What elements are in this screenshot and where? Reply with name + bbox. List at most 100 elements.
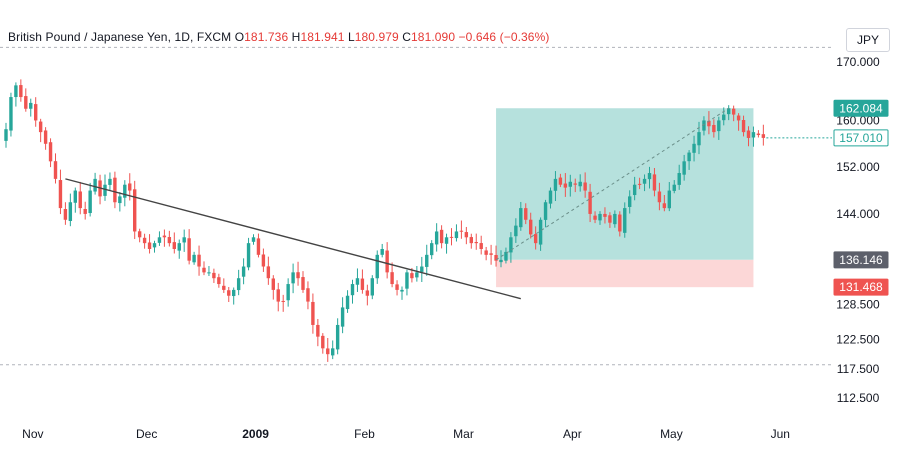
candle-body [34,104,38,121]
candle [459,220,464,239]
trendline[interactable] [65,178,521,300]
time-tick-label: Mar [453,427,474,441]
stop-zone[interactable] [496,259,754,288]
price-axis[interactable]: 170.000 160.000 152.000 144.000 128.500 122.5… [833,55,889,405]
candle [529,212,533,239]
price-tick-label: 128.500 [836,298,880,312]
candle-body [88,190,92,214]
candle-body [469,237,473,244]
candle-body [157,237,162,243]
candle [375,250,379,284]
candle-body [642,178,647,184]
candle-body [236,278,241,291]
candle [266,256,271,285]
candle [578,174,582,192]
target-price-marker[interactable]: 162.084 [833,99,889,117]
candle-body [177,243,181,251]
candle [177,239,181,259]
candle [395,280,399,296]
price-tick-label: 160.000 [836,113,880,127]
candle [499,250,503,268]
candle [222,278,226,293]
time-axis[interactable]: Nov Dec 2009 Feb Mar Apr May Jun [22,427,790,441]
candle-body [365,290,370,296]
candle [380,243,384,258]
candle-body [588,191,592,214]
candle [692,135,696,162]
candle-body [647,173,652,180]
price-tick-label: 117.500 [837,362,880,376]
candle-body [133,189,137,232]
candle [14,82,18,107]
candle [613,210,617,228]
last-price-marker-text: 157.010 [839,131,883,145]
candle [187,229,191,265]
candle-body [256,238,261,255]
candle [142,233,147,249]
candle [217,273,221,288]
candle [667,182,671,212]
candle-body [331,348,335,356]
overlays[interactable] [65,107,832,300]
candle [444,233,449,254]
time-tick-label: Dec [136,427,157,441]
candle [420,256,424,283]
candle [657,182,662,211]
price-tick-label: 112.500 [837,391,880,405]
entry-price-marker[interactable]: 136.146 [833,251,889,269]
change-value: −0.646 (−0.36%) [458,30,550,44]
candle [212,268,216,283]
candle [68,193,73,227]
stop-price-marker[interactable]: 131.468 [833,278,889,296]
candle-body [142,237,147,244]
candle-body [717,120,721,132]
candle-body [672,184,676,191]
price-tick-label: 152.000 [836,160,880,174]
last-price-marker[interactable]: 157.010 [833,129,889,147]
candle [662,194,667,212]
candle [751,126,756,147]
candle-body [444,237,449,244]
position-zones[interactable] [496,108,754,288]
candle [88,182,92,217]
candle [19,79,23,102]
candle-body [207,272,211,274]
candle-body [390,272,394,285]
candle-body [370,278,374,296]
price-tick-label: 144.000 [836,207,880,221]
candle [345,290,350,313]
stop-price-marker-box[interactable] [833,278,889,296]
candle-body [83,209,87,214]
candle [38,118,43,143]
candle [58,169,63,215]
candle-body [68,202,73,221]
candle [608,212,612,228]
candle [108,172,112,191]
candle-body [746,130,751,138]
candle-body [118,196,122,204]
candle-body [58,180,63,209]
candle [439,225,444,249]
candle-body [355,278,360,285]
candle-body [222,285,226,290]
entry-price-marker-box[interactable] [833,251,889,269]
candle [281,294,285,312]
last-price-marker-box[interactable] [833,129,889,147]
candle-body [246,243,251,268]
candle-body [123,184,127,198]
time-tick-label: May [660,427,683,441]
target-price-marker-box[interactable] [833,99,889,117]
candle [524,203,528,225]
candle [727,105,731,121]
candle [296,261,300,286]
candle [756,130,761,138]
candle-body [702,120,706,131]
candle [568,174,572,197]
currency-button[interactable]: JPY [846,28,890,52]
candle-body [489,253,493,255]
low-value: 180.979 [354,30,399,44]
candle-body [538,219,543,245]
candle-body [360,278,365,290]
candle-body [662,203,667,209]
